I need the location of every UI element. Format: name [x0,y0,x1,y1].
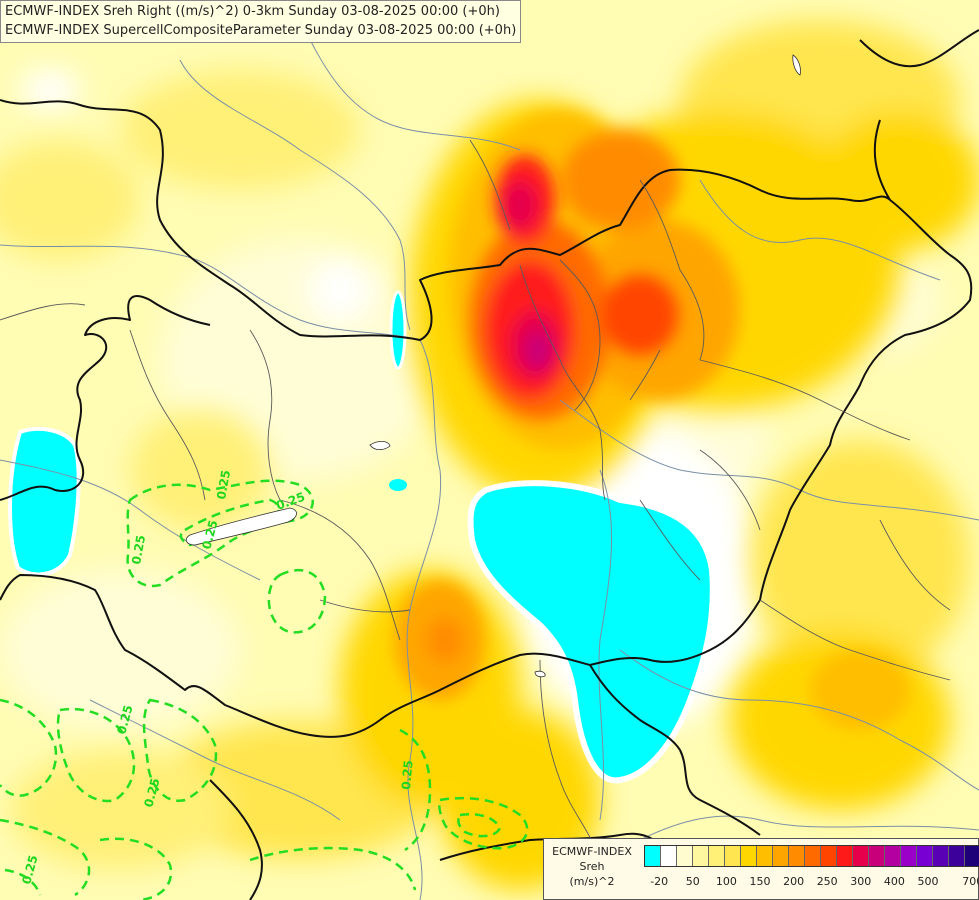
legend-swatch [805,846,821,866]
legend-tick-label: 300 [850,875,872,888]
legend-swatch [837,846,853,866]
scp-contours [0,479,529,900]
legend-swatch [661,846,677,866]
legend-swatch [741,846,757,866]
legend-tick-label: 400 [883,875,905,888]
legend-ticks: -20 50 100 150 200 250 300 400 500 700 [644,875,979,891]
legend-swatch [917,846,933,866]
rivers [0,19,979,900]
legend-tick-label: 50 [685,875,700,888]
legend-colorbar [644,845,979,867]
title-box: ECMWF-INDEX Sreh Right ((m/s)^2) 0-3km S… [0,0,522,43]
legend-tick-label: 250 [816,875,838,888]
legend-swatch [949,846,965,866]
intense-core [427,155,678,662]
legend-tick-label: 200 [783,875,805,888]
region-borders [0,139,951,861]
legend-swatch [901,846,917,866]
contour-labels: 0.25 0.25 0.25 0.25 0.25 0.25 0.25 0.25 [19,469,415,886]
legend-swatch [773,846,789,866]
legend-swatch [693,846,709,866]
legend-swatch [725,846,741,866]
legend-tick-label: 100 [715,875,737,888]
cyan-areas [8,290,716,784]
legend-swatch [821,846,837,866]
legend-swatch [933,846,949,866]
legend-swatch [853,846,869,866]
legend-tick-label: 500 [917,875,939,888]
title-sreh: ECMWF-INDEX Sreh Right ((m/s)^2) 0-3km S… [5,4,500,19]
lakes [185,54,801,678]
contour-label: 0.25 [129,534,148,566]
legend-label: ECMWF-INDEX Sreh (m/s)^2 [546,844,638,889]
legend-model: ECMWF-INDEX [552,845,632,858]
legend-tick-label: 700 [962,875,979,888]
legend-swatch [885,846,901,866]
legend-swatch [677,846,693,866]
country-borders [0,29,979,900]
title-scp: ECMWF-INDEX SupercellCompositeParameter … [5,23,517,38]
legend-tick-label: 150 [749,875,771,888]
legend-swatch [789,846,805,866]
legend-swatch [709,846,725,866]
legend-variable: Sreh [579,860,605,873]
legend-unit: (m/s)^2 [569,875,615,888]
contour-label: 0.25 [214,469,233,501]
legend-swatch [645,846,661,866]
legend-tick-label: -20 [650,875,669,888]
legend-swatch [757,846,773,866]
legend-swatch [965,846,979,866]
color-legend: ECMWF-INDEX Sreh (m/s)^2 -20 50 100 150 200 2… [543,838,979,900]
legend-swatch [869,846,885,866]
contour-label: 0.25 [399,760,416,791]
